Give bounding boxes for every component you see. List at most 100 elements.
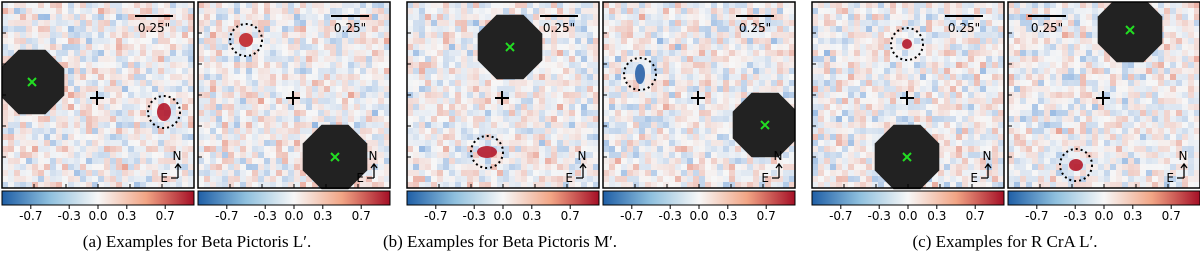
pixel xyxy=(657,146,663,152)
pixel xyxy=(479,68,485,74)
pixel xyxy=(461,56,467,62)
pixel xyxy=(968,140,974,146)
pixel xyxy=(455,164,461,170)
pixel xyxy=(110,74,116,80)
pixel xyxy=(14,26,20,32)
pixel xyxy=(2,20,8,26)
pixel xyxy=(246,62,252,68)
pixel xyxy=(312,50,318,56)
pixel xyxy=(639,134,645,140)
pixel xyxy=(348,8,354,14)
pixel xyxy=(68,44,74,50)
pixel xyxy=(461,164,467,170)
pixel xyxy=(467,164,473,170)
pixel xyxy=(884,68,890,74)
pixel xyxy=(170,2,176,8)
pixel xyxy=(146,86,152,92)
pixel xyxy=(20,116,26,122)
pixel xyxy=(609,20,615,26)
pixel xyxy=(80,92,86,98)
pixel xyxy=(509,80,515,86)
pixel xyxy=(693,38,699,44)
pixel xyxy=(651,50,657,56)
pixel xyxy=(557,92,563,98)
pixel xyxy=(26,140,32,146)
pixel xyxy=(56,170,62,176)
pixel xyxy=(645,80,651,86)
pixel xyxy=(128,116,134,122)
pixel xyxy=(104,164,110,170)
pixel xyxy=(336,80,342,86)
pixel xyxy=(812,56,818,62)
pixel xyxy=(50,50,56,56)
pixel xyxy=(461,98,467,104)
pixel xyxy=(575,122,581,128)
pixel xyxy=(134,182,140,188)
pixel xyxy=(914,98,920,104)
pixel xyxy=(759,44,765,50)
pixel xyxy=(86,32,92,38)
pixel xyxy=(104,134,110,140)
pixel xyxy=(980,20,986,26)
pixel xyxy=(569,134,575,140)
pixel xyxy=(222,146,228,152)
pixel xyxy=(914,44,920,50)
pixel xyxy=(615,74,621,80)
pixel xyxy=(413,8,419,14)
pixel xyxy=(294,164,300,170)
pixel xyxy=(551,86,557,92)
pixel xyxy=(26,146,32,152)
pixel xyxy=(717,20,723,26)
pixel xyxy=(491,110,497,116)
pixel xyxy=(128,14,134,20)
pixel xyxy=(545,104,551,110)
pixel xyxy=(962,44,968,50)
pixel xyxy=(735,92,741,98)
pixel xyxy=(783,74,789,80)
pixel xyxy=(753,182,759,188)
pixel xyxy=(116,44,122,50)
pixel xyxy=(128,20,134,26)
pixel xyxy=(729,86,735,92)
pixel xyxy=(986,134,992,140)
pixel xyxy=(234,176,240,182)
pixel xyxy=(783,62,789,68)
pixel xyxy=(872,50,878,56)
pixel xyxy=(473,176,479,182)
pixel xyxy=(693,44,699,50)
pixel xyxy=(777,26,783,32)
pixel xyxy=(699,38,705,44)
pixel xyxy=(68,146,74,152)
pixel xyxy=(842,110,848,116)
pixel xyxy=(723,146,729,152)
pixel xyxy=(336,74,342,80)
pixel xyxy=(104,20,110,26)
pixel xyxy=(264,104,270,110)
pixel xyxy=(86,110,92,116)
pixel xyxy=(330,2,336,8)
pixel xyxy=(527,110,533,116)
pixel xyxy=(521,134,527,140)
pixel xyxy=(473,26,479,32)
pixel xyxy=(627,170,633,176)
pixel xyxy=(771,62,777,68)
pixel xyxy=(264,8,270,14)
pixel xyxy=(372,38,378,44)
pixel xyxy=(288,182,294,188)
pixel xyxy=(360,38,366,44)
pixel xyxy=(116,38,122,44)
pixel xyxy=(854,134,860,140)
pixel xyxy=(413,14,419,20)
pixel xyxy=(603,116,609,122)
pixel xyxy=(938,14,944,20)
pixel xyxy=(872,128,878,134)
pixel xyxy=(324,56,330,62)
pixel xyxy=(717,134,723,140)
pixel xyxy=(878,68,884,74)
pixel xyxy=(663,152,669,158)
pixel xyxy=(920,110,926,116)
pixel xyxy=(176,92,182,98)
pixel xyxy=(687,2,693,8)
pixel xyxy=(747,68,753,74)
pixel xyxy=(300,104,306,110)
